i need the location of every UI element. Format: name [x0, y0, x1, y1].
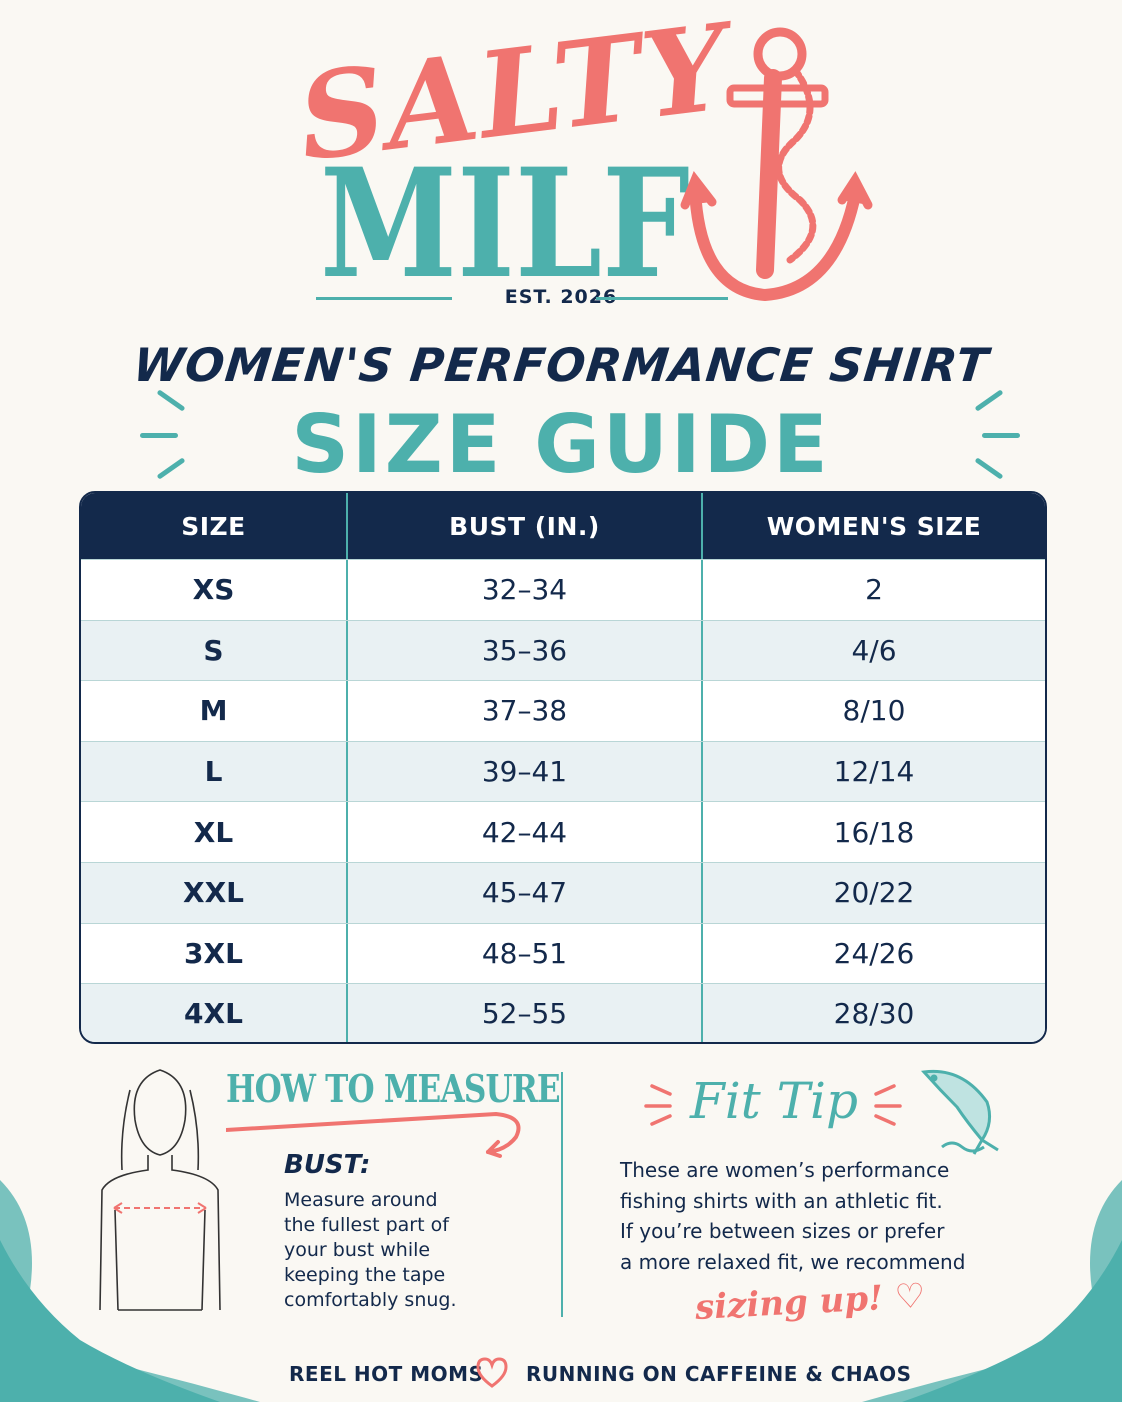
accent-dash [140, 433, 178, 438]
womens-size-cell: 16/18 [833, 815, 915, 849]
size-table: SIZE BUST (IN.) WOMEN'S SIZE XS 32–34 2 S 35… [79, 491, 1047, 1044]
how-to-measure-title: HOW TO MEASURE [226, 1066, 561, 1111]
womens-size-cell: 2 [865, 573, 883, 607]
table-row: 4XL 52–55 28/30 [81, 983, 1045, 1042]
bust-cell: 52–55 [348, 984, 703, 1042]
table-row: XL 42–44 16/18 [81, 801, 1045, 862]
section-divider [561, 1072, 563, 1317]
page-title: SIZE GUIDE [291, 398, 831, 491]
bust-cell: 35–36 [348, 620, 703, 681]
size-cell: 3XL [81, 923, 348, 984]
table-row: M 37–38 8/10 [81, 680, 1045, 741]
fit-tip-title: Fit Tip [690, 1072, 859, 1130]
heart-icon [476, 1357, 508, 1388]
sizing-up-text: sizing up! [694, 1278, 884, 1329]
womens-size-cell: 4/6 [851, 633, 897, 667]
bust-instructions: Measure around the fullest part of your … [284, 1188, 514, 1313]
size-cell: 4XL [81, 984, 348, 1042]
wave-left-icon [0, 1180, 260, 1402]
table-row: 3XL 48–51 24/26 [81, 922, 1045, 984]
instruction-line: Measure around [284, 1189, 438, 1211]
table-row: XXL 45–47 20/22 [81, 861, 1045, 923]
brand-logo: SALTY MILF [291, 20, 873, 312]
est-line-right [596, 297, 728, 300]
fit-tip-line: If you’re between sizes or prefer [620, 1219, 945, 1243]
size-cell: XXL [81, 862, 348, 923]
column-header-size: SIZE [81, 493, 348, 559]
underline-arrow-icon [226, 1111, 521, 1158]
table-header: SIZE BUST (IN.) WOMEN'S SIZE [81, 493, 1045, 559]
womens-size-cell: 24/26 [833, 936, 915, 970]
column-header-womens-size: WOMEN'S SIZE [766, 511, 982, 541]
page-subtitle: WOMEN'S PERFORMANCE SHIRT [130, 338, 992, 392]
wave-right-icon [862, 1180, 1122, 1402]
instruction-line: your bust while [284, 1239, 431, 1261]
table-row: XS 32–34 2 [81, 559, 1045, 620]
table-row: S 35–36 4/6 [81, 619, 1045, 681]
womens-size-cell: 8/10 [842, 694, 906, 728]
size-cell: M [81, 681, 348, 741]
established-text: EST. 2026 [504, 286, 618, 308]
size-cell: L [81, 741, 348, 802]
womens-size-cell: 20/22 [833, 876, 915, 910]
table-body: XS 32–34 2 S 35–36 4/6 M 37–38 8/10 L 39–41 12/14 XL… [81, 559, 1045, 1042]
bust-cell: 48–51 [348, 923, 703, 984]
fit-tip-line: a more relaxed fit, we recommend [620, 1249, 966, 1274]
sparkle-right-icon [874, 1084, 902, 1126]
bust-cell: 32–34 [348, 560, 703, 620]
bust-cell: 42–44 [348, 802, 703, 862]
fish-icon [920, 1069, 999, 1155]
instruction-line: keeping the tape [284, 1264, 446, 1286]
column-header-bust: BUST (IN.) [348, 493, 703, 559]
size-cell: XL [81, 802, 348, 862]
size-cell: S [81, 620, 348, 681]
accent-dash [982, 433, 1020, 438]
bust-label: BUST: [284, 1150, 371, 1180]
bust-cell: 45–47 [348, 862, 703, 923]
anchor-icon [680, 27, 873, 302]
instruction-line: the fullest part of [284, 1214, 449, 1236]
brand-line2: MILF [320, 136, 690, 312]
fit-tip-text: These are women’s performance fishing sh… [620, 1155, 1000, 1277]
footer-slogan-left: REEL HOT MOMS [289, 1362, 484, 1386]
fit-tip-line: These are women’s performance [620, 1158, 950, 1182]
womens-size-cell: 12/14 [833, 755, 915, 789]
fit-tip-line: fishing shirts with an athletic fit. [620, 1188, 943, 1213]
womens-size-cell: 28/30 [833, 997, 915, 1031]
bust-cell: 39–41 [348, 741, 703, 802]
est-line-left [316, 297, 452, 300]
table-row: L 39–41 12/14 [81, 740, 1045, 802]
footer-slogan-right: RUNNING ON CAFFEINE & CHAOS [526, 1362, 912, 1386]
size-cell: XS [81, 560, 348, 620]
torso-figure-icon [99, 1069, 221, 1311]
sparkle-left-icon [644, 1084, 672, 1126]
bust-cell: 37–38 [348, 681, 703, 741]
instruction-line: comfortably snug. [284, 1289, 457, 1311]
